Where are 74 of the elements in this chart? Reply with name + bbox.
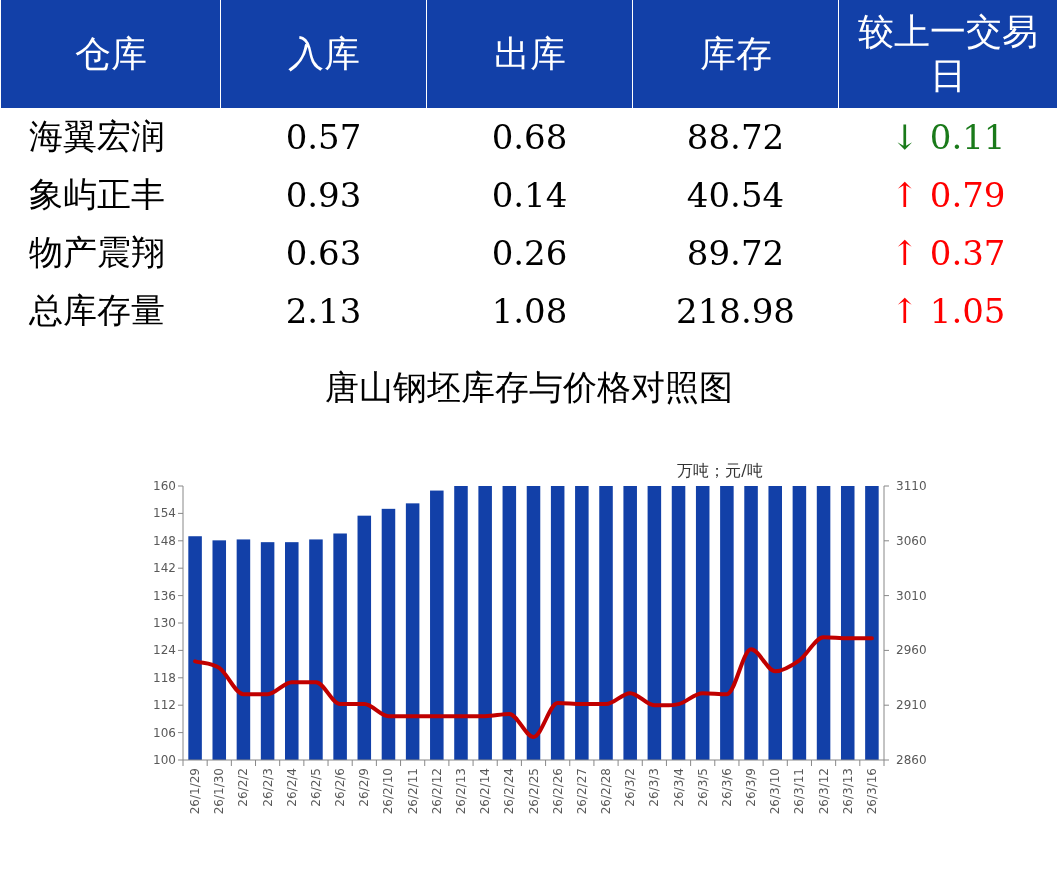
- category-label: 仓库: [0, 0, 221, 108]
- text: 0.63: [285, 233, 362, 273]
- category-label: 海翼宏润: [28, 116, 165, 156]
- x-tick-label: 26/2/25: [526, 768, 541, 815]
- text: 0.93: [285, 175, 362, 215]
- y-tick-label: 160: [153, 479, 176, 493]
- x-tick-label: 26/2/12: [429, 768, 444, 815]
- x-tick-label: 26/3/4: [671, 768, 686, 807]
- category-label: 物产震翔: [28, 232, 165, 272]
- text: 218.98: [676, 291, 795, 331]
- text: 0.26: [491, 233, 568, 273]
- x-tick-label: 26/2/2: [236, 768, 251, 807]
- y-tick-label: 118: [153, 670, 176, 685]
- y2-tick-label: 2960: [896, 643, 927, 658]
- y-tick-label: 154: [153, 506, 176, 521]
- y2-tick-label: 3010: [896, 588, 927, 603]
- x-tick-label: 26/2/28: [599, 768, 614, 815]
- category-label: 总库存量: [28, 290, 165, 330]
- x-tick-label: 26/1/29: [188, 768, 203, 815]
- y-tick-label: 124: [153, 643, 176, 658]
- text: ↑ 1.05: [890, 291, 1006, 331]
- category-label: 象屿正丰: [28, 174, 165, 214]
- text: 89.72: [686, 233, 785, 273]
- y-tick-label: 136: [153, 588, 176, 603]
- x-tick-label: 26/2/6: [333, 768, 348, 807]
- x-tick-label: 26/2/11: [405, 768, 420, 815]
- x-tick-label: 26/3/9: [744, 768, 759, 807]
- x-tick-label: 26/2/26: [550, 768, 565, 815]
- text: ↓ 0.11: [890, 117, 1006, 157]
- x-tick-label: 26/2/13: [453, 768, 468, 815]
- x-tick-label: 26/2/27: [574, 768, 589, 815]
- x-tick-label: 26/2/10: [381, 768, 396, 815]
- x-tick-label: 26/2/14: [478, 768, 493, 815]
- x-tick-label: 26/3/12: [816, 768, 831, 815]
- text: 0.68: [491, 117, 568, 157]
- category-label: 较上一交易日: [838, 0, 1057, 108]
- x-tick-label: 26/2/24: [502, 768, 517, 815]
- x-tick-label: 26/3/10: [768, 768, 783, 815]
- y2-tick-label: 2860: [896, 753, 927, 767]
- x-tick-label: 26/3/13: [840, 768, 855, 815]
- text: ↑ 0.37: [890, 233, 1006, 273]
- category-label: 库存: [632, 0, 839, 108]
- text: 万吨；元/吨: [677, 461, 763, 480]
- text: 0.57: [285, 117, 362, 157]
- text: 88.72: [686, 117, 785, 157]
- category-label: 入库: [220, 0, 427, 108]
- text: 0.14: [491, 175, 568, 215]
- y2-tick-label: 3110: [896, 479, 927, 493]
- y-tick-label: 142: [153, 561, 176, 576]
- x-tick-label: 26/1/30: [212, 768, 227, 815]
- text: 1.08: [491, 291, 568, 331]
- x-tick-label: 26/3/5: [695, 768, 710, 807]
- y-tick-label: 106: [153, 725, 176, 740]
- y-tick-label: 130: [153, 616, 176, 630]
- x-tick-label: 26/2/5: [308, 768, 323, 807]
- x-tick-label: 26/3/11: [792, 768, 807, 815]
- chart-title: 唐山钢坯库存与价格对照图: [324, 367, 733, 407]
- y-tick-label: 100: [153, 753, 176, 767]
- x-tick-label: 26/2/4: [284, 768, 299, 807]
- x-tick-label: 26/2/3: [260, 768, 275, 807]
- text: ↑ 0.79: [890, 175, 1006, 215]
- category-label: 出库: [426, 0, 633, 108]
- x-tick-label: 26/3/16: [864, 768, 879, 815]
- x-tick-label: 26/3/3: [647, 768, 662, 807]
- x-tick-label: 26/3/2: [623, 768, 638, 807]
- y-tick-label: 148: [153, 533, 176, 548]
- x-tick-label: 26/2/9: [357, 768, 372, 807]
- text: 2.13: [285, 291, 362, 331]
- y-tick-label: 112: [153, 698, 176, 713]
- y2-tick-label: 2910: [896, 698, 927, 713]
- text: 40.54: [686, 175, 785, 215]
- line-series: [193, 635, 874, 739]
- y2-tick-label: 3060: [896, 533, 927, 548]
- x-tick-label: 26/3/6: [719, 768, 734, 807]
